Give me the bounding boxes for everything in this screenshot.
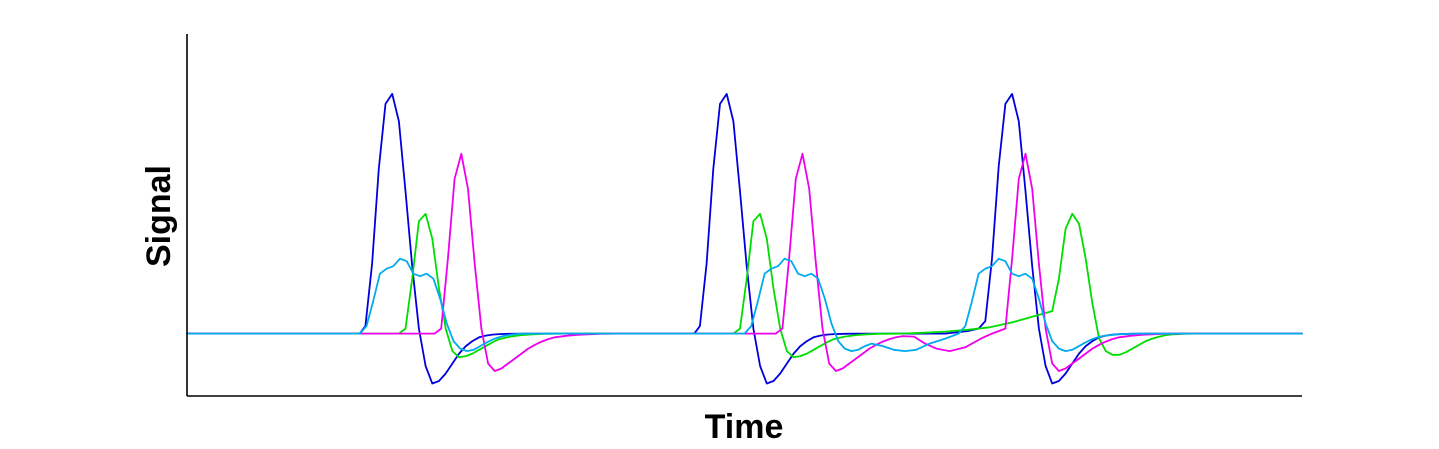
series-line-1 — [186, 93, 1303, 385]
series-line-2 — [186, 212, 1303, 359]
series-line-4 — [186, 257, 1303, 353]
y-axis-label: Signal — [140, 165, 178, 267]
series-line-3 — [186, 152, 1303, 372]
series-layer — [186, 93, 1303, 385]
x-axis-label: Time — [705, 408, 784, 446]
